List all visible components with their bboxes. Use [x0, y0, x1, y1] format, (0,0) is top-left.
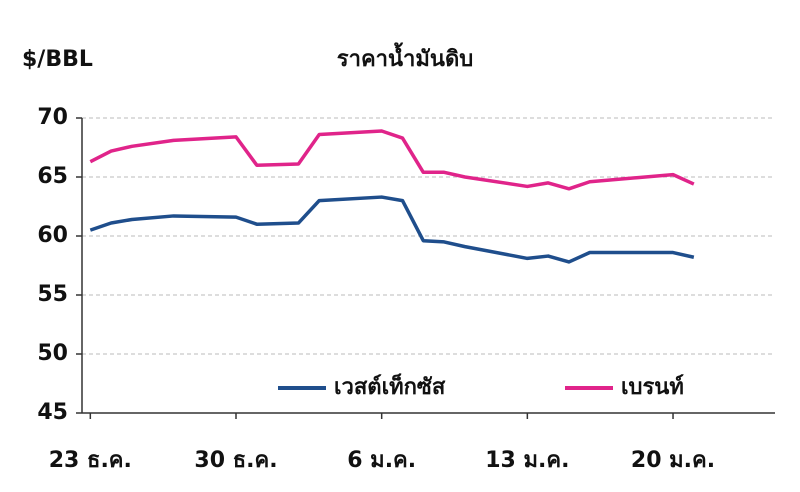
y-tick-label: 45 — [37, 400, 68, 425]
x-tick-label: 23 ธ.ค. — [49, 448, 132, 473]
series-line — [89, 195, 695, 264]
legend-label: เบรนท์ — [621, 374, 684, 400]
series-line — [89, 129, 695, 191]
y-tick-label: 55 — [37, 282, 68, 307]
y-tick-label: 60 — [37, 223, 68, 248]
y-axis-label: $/BBL — [22, 47, 93, 72]
x-tick-label: 13 ม.ค. — [485, 448, 569, 473]
y-tick-label: 65 — [37, 164, 68, 189]
chart-title: ราคาน้ำมันดิบ — [337, 42, 473, 72]
y-tick-label: 50 — [37, 341, 68, 366]
y-tick-label: 70 — [37, 105, 68, 130]
x-tick-label: 20 ม.ค. — [631, 448, 715, 473]
legend-label: เวสต์เท็กซัส — [334, 372, 446, 400]
x-tick-label: 6 ม.ค. — [347, 448, 416, 473]
x-tick-label: 30 ธ.ค. — [194, 448, 277, 473]
